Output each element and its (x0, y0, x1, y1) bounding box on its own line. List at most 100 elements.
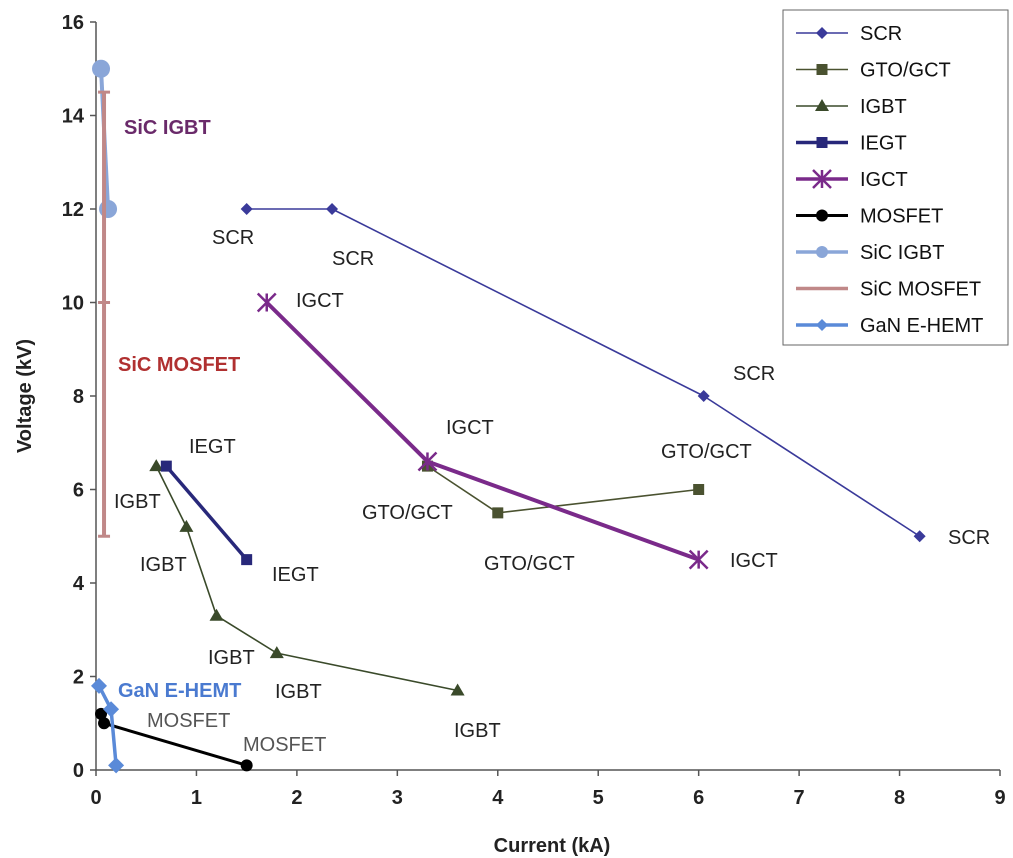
point-label: IGCT (730, 550, 778, 572)
point-label: IGBT (140, 554, 187, 576)
legend-label: IGCT (860, 169, 908, 191)
data-point (697, 390, 710, 402)
legend-label: SiC MOSFET (860, 279, 981, 301)
legend-entry: SiC IGBT (796, 242, 944, 264)
series-line (246, 208, 921, 537)
point-labels: SCR SCR SCR SCR GTO/GCT GTO/GCT GTO/GCT IGBT IGB… (114, 117, 990, 756)
data-point (492, 507, 504, 519)
y-tick-label: 16 (62, 12, 84, 34)
point-label: GTO/GCT (484, 553, 575, 575)
point-label: IGBT (114, 491, 161, 513)
x-tick-label: 6 (693, 787, 704, 809)
data-point (108, 757, 125, 774)
point-label: IGCT (446, 417, 494, 439)
data-point (99, 200, 118, 218)
point-label: IEGT (272, 564, 319, 586)
data-point (688, 549, 709, 570)
legend-entry: SCR (796, 23, 902, 45)
y-tick-label: 10 (62, 293, 84, 315)
series-iegt (160, 460, 253, 566)
data-point (693, 484, 705, 495)
data-point (241, 554, 253, 566)
data-point (816, 209, 828, 222)
legend-entry: IEGT (796, 133, 907, 155)
series-sic-mosfet (98, 90, 111, 538)
y-tick-label: 6 (73, 480, 84, 502)
x-tick-label: 1 (191, 787, 202, 809)
y-tick-label: 12 (62, 199, 84, 221)
x-tick-label: 3 (392, 787, 403, 809)
legend-entry: GTO/GCT (796, 60, 951, 82)
x-tick-label: 8 (894, 787, 905, 809)
legend-label: SiC IGBT (860, 242, 944, 264)
legend: SCR GTO/GCT IGBT IEGT IGCT MOSFET SiC IGBT SiC … (782, 9, 1009, 346)
legend-entry: IGCT (796, 169, 908, 191)
data-point (326, 203, 339, 215)
legend-entry: GaN E-HEMT (796, 315, 983, 337)
y-tick-label: 8 (73, 386, 84, 408)
x-tick-label: 7 (794, 787, 805, 809)
series-line (164, 464, 248, 561)
legend-entry: MOSFET (796, 206, 943, 228)
data-point (240, 203, 253, 215)
legend-entry: IGBT (796, 96, 907, 118)
data-point (450, 683, 465, 696)
data-point (417, 451, 438, 472)
data-point (269, 646, 284, 659)
point-label: IGBT (208, 647, 255, 669)
point-label: SCR (948, 527, 990, 549)
series-mosfet (95, 707, 253, 772)
data-point (98, 717, 111, 730)
data-point (209, 608, 224, 621)
data-point (913, 530, 926, 543)
point-label: SiC MOSFET (118, 354, 240, 376)
point-label: IEGT (189, 436, 236, 458)
data-point (816, 64, 828, 75)
legend-label: GaN E-HEMT (860, 315, 983, 337)
point-label: SiC IGBT (124, 117, 211, 139)
x-tick-label: 2 (291, 787, 302, 809)
x-tick-label: 9 (994, 787, 1005, 809)
series-line (427, 465, 699, 514)
point-label: IGBT (454, 720, 501, 742)
legend-label: IEGT (860, 133, 907, 155)
data-point (812, 169, 832, 189)
point-label: MOSFET (243, 734, 326, 756)
point-label: IGCT (296, 290, 344, 312)
point-label: GaN E-HEMT (118, 680, 241, 702)
y-tick-label: 4 (73, 573, 85, 595)
series-gan-e-hemt (91, 677, 125, 774)
legend-label: IGBT (860, 96, 907, 118)
y-axis-title: Voltage (kV) (14, 339, 36, 453)
data-point (95, 707, 108, 720)
y-tick-label: 2 (73, 667, 84, 689)
data-point (103, 701, 120, 718)
point-label: SCR (212, 227, 254, 249)
series-igct (256, 292, 709, 570)
data-point (240, 759, 253, 772)
point-label: GTO/GCT (661, 441, 752, 463)
point-label: SCR (733, 363, 775, 385)
series-layer (91, 59, 926, 774)
series-igbt (149, 459, 465, 696)
legend-entry: SiC MOSFET (796, 279, 981, 301)
y-tick-label: 0 (73, 760, 84, 782)
data-point (179, 519, 194, 532)
data-point (160, 460, 172, 472)
point-label: IGBT (275, 681, 322, 703)
x-tick-label: 5 (593, 787, 604, 809)
legend-label: SCR (860, 23, 902, 45)
y-tick-label: 14 (62, 106, 85, 128)
data-point (256, 292, 277, 313)
point-label: GTO/GCT (362, 502, 453, 524)
x-tick-label: 4 (492, 787, 504, 809)
x-axis-title: Current (kA) (494, 835, 611, 857)
data-point (816, 27, 828, 39)
legend-label: GTO/GCT (860, 60, 951, 82)
point-label: SCR (332, 248, 374, 270)
data-point (149, 459, 164, 472)
series-scr (240, 203, 926, 543)
data-point (816, 319, 828, 331)
